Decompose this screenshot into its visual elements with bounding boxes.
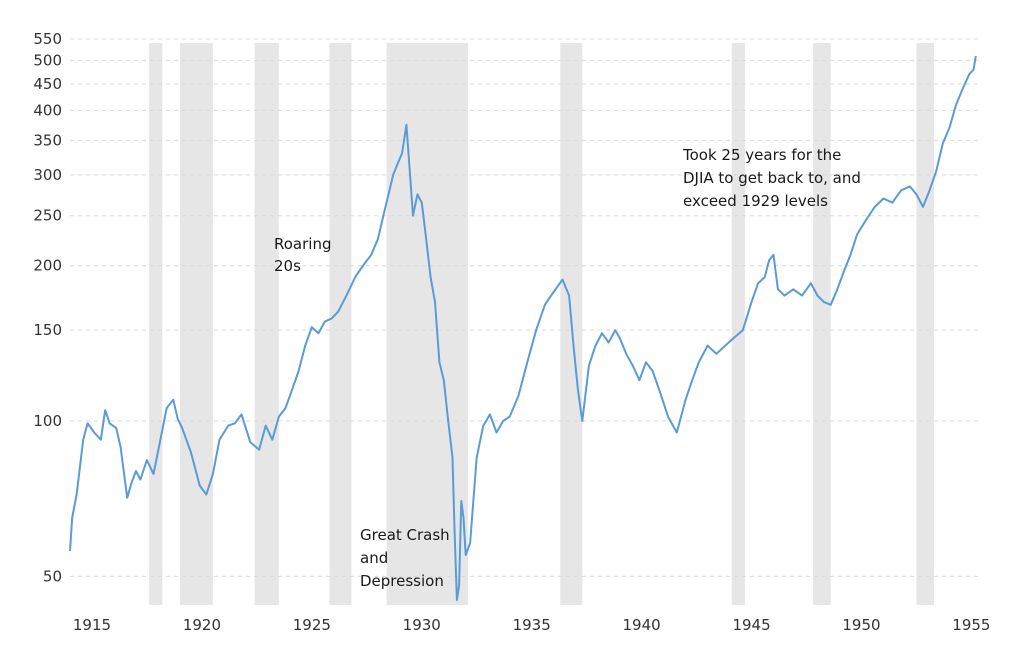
y-tick-label: 200 [33, 257, 62, 275]
y-tick-label: 150 [33, 321, 62, 339]
y-tick-label: 300 [33, 166, 62, 184]
recession-band [149, 43, 163, 605]
y-tick-label: 500 [33, 51, 62, 69]
x-tick-label: 1935 [513, 616, 551, 634]
x-axis: 1915 1920 1925 1930 1935 1940 1945 1950 1955 [73, 616, 991, 634]
y-axis: 50 100 150 200 250 300 350 400 450 500 550 [33, 30, 62, 585]
x-tick-label: 1950 [842, 616, 880, 634]
annotation-line: and [360, 549, 388, 567]
recession-band [254, 43, 279, 605]
recession-bands [149, 43, 935, 605]
annotation-great-crash: Great Crash and Depression [360, 526, 450, 590]
y-tick-label: 450 [33, 75, 62, 93]
annotation-recovery: Took 25 years for the DJIA to get back t… [682, 146, 861, 210]
y-tick-label: 400 [33, 101, 62, 119]
x-tick-label: 1955 [952, 616, 990, 634]
x-tick-label: 1915 [73, 616, 111, 634]
y-tick-label: 50 [43, 567, 62, 585]
x-tick-label: 1940 [623, 616, 661, 634]
annotation-line: 20s [274, 257, 301, 275]
series-line [69, 55, 977, 601]
x-tick-label: 1945 [732, 616, 770, 634]
annotation-line: Roaring [274, 235, 331, 253]
recession-band [731, 43, 745, 605]
recession-band [386, 43, 468, 605]
y-tick-label: 550 [33, 30, 62, 48]
recession-band [916, 43, 935, 605]
annotation-line: Depression [360, 572, 444, 590]
recession-band [813, 43, 831, 605]
x-tick-label: 1920 [183, 616, 221, 634]
x-tick-label: 1930 [403, 616, 441, 634]
y-tick-label: 100 [33, 412, 62, 430]
recession-band [329, 43, 352, 605]
annotation-roaring-20s: Roaring 20s [274, 235, 331, 275]
djia-series [69, 55, 977, 601]
annotation-line: Took 25 years for the [682, 146, 841, 164]
annotation-line: exceed 1929 levels [683, 192, 828, 210]
y-tick-label: 250 [33, 207, 62, 225]
recession-band [179, 43, 213, 605]
x-tick-label: 1925 [293, 616, 331, 634]
annotation-line: DJIA to get back to, and [683, 169, 861, 187]
y-tick-label: 350 [33, 131, 62, 149]
annotation-line: Great Crash [360, 526, 450, 544]
